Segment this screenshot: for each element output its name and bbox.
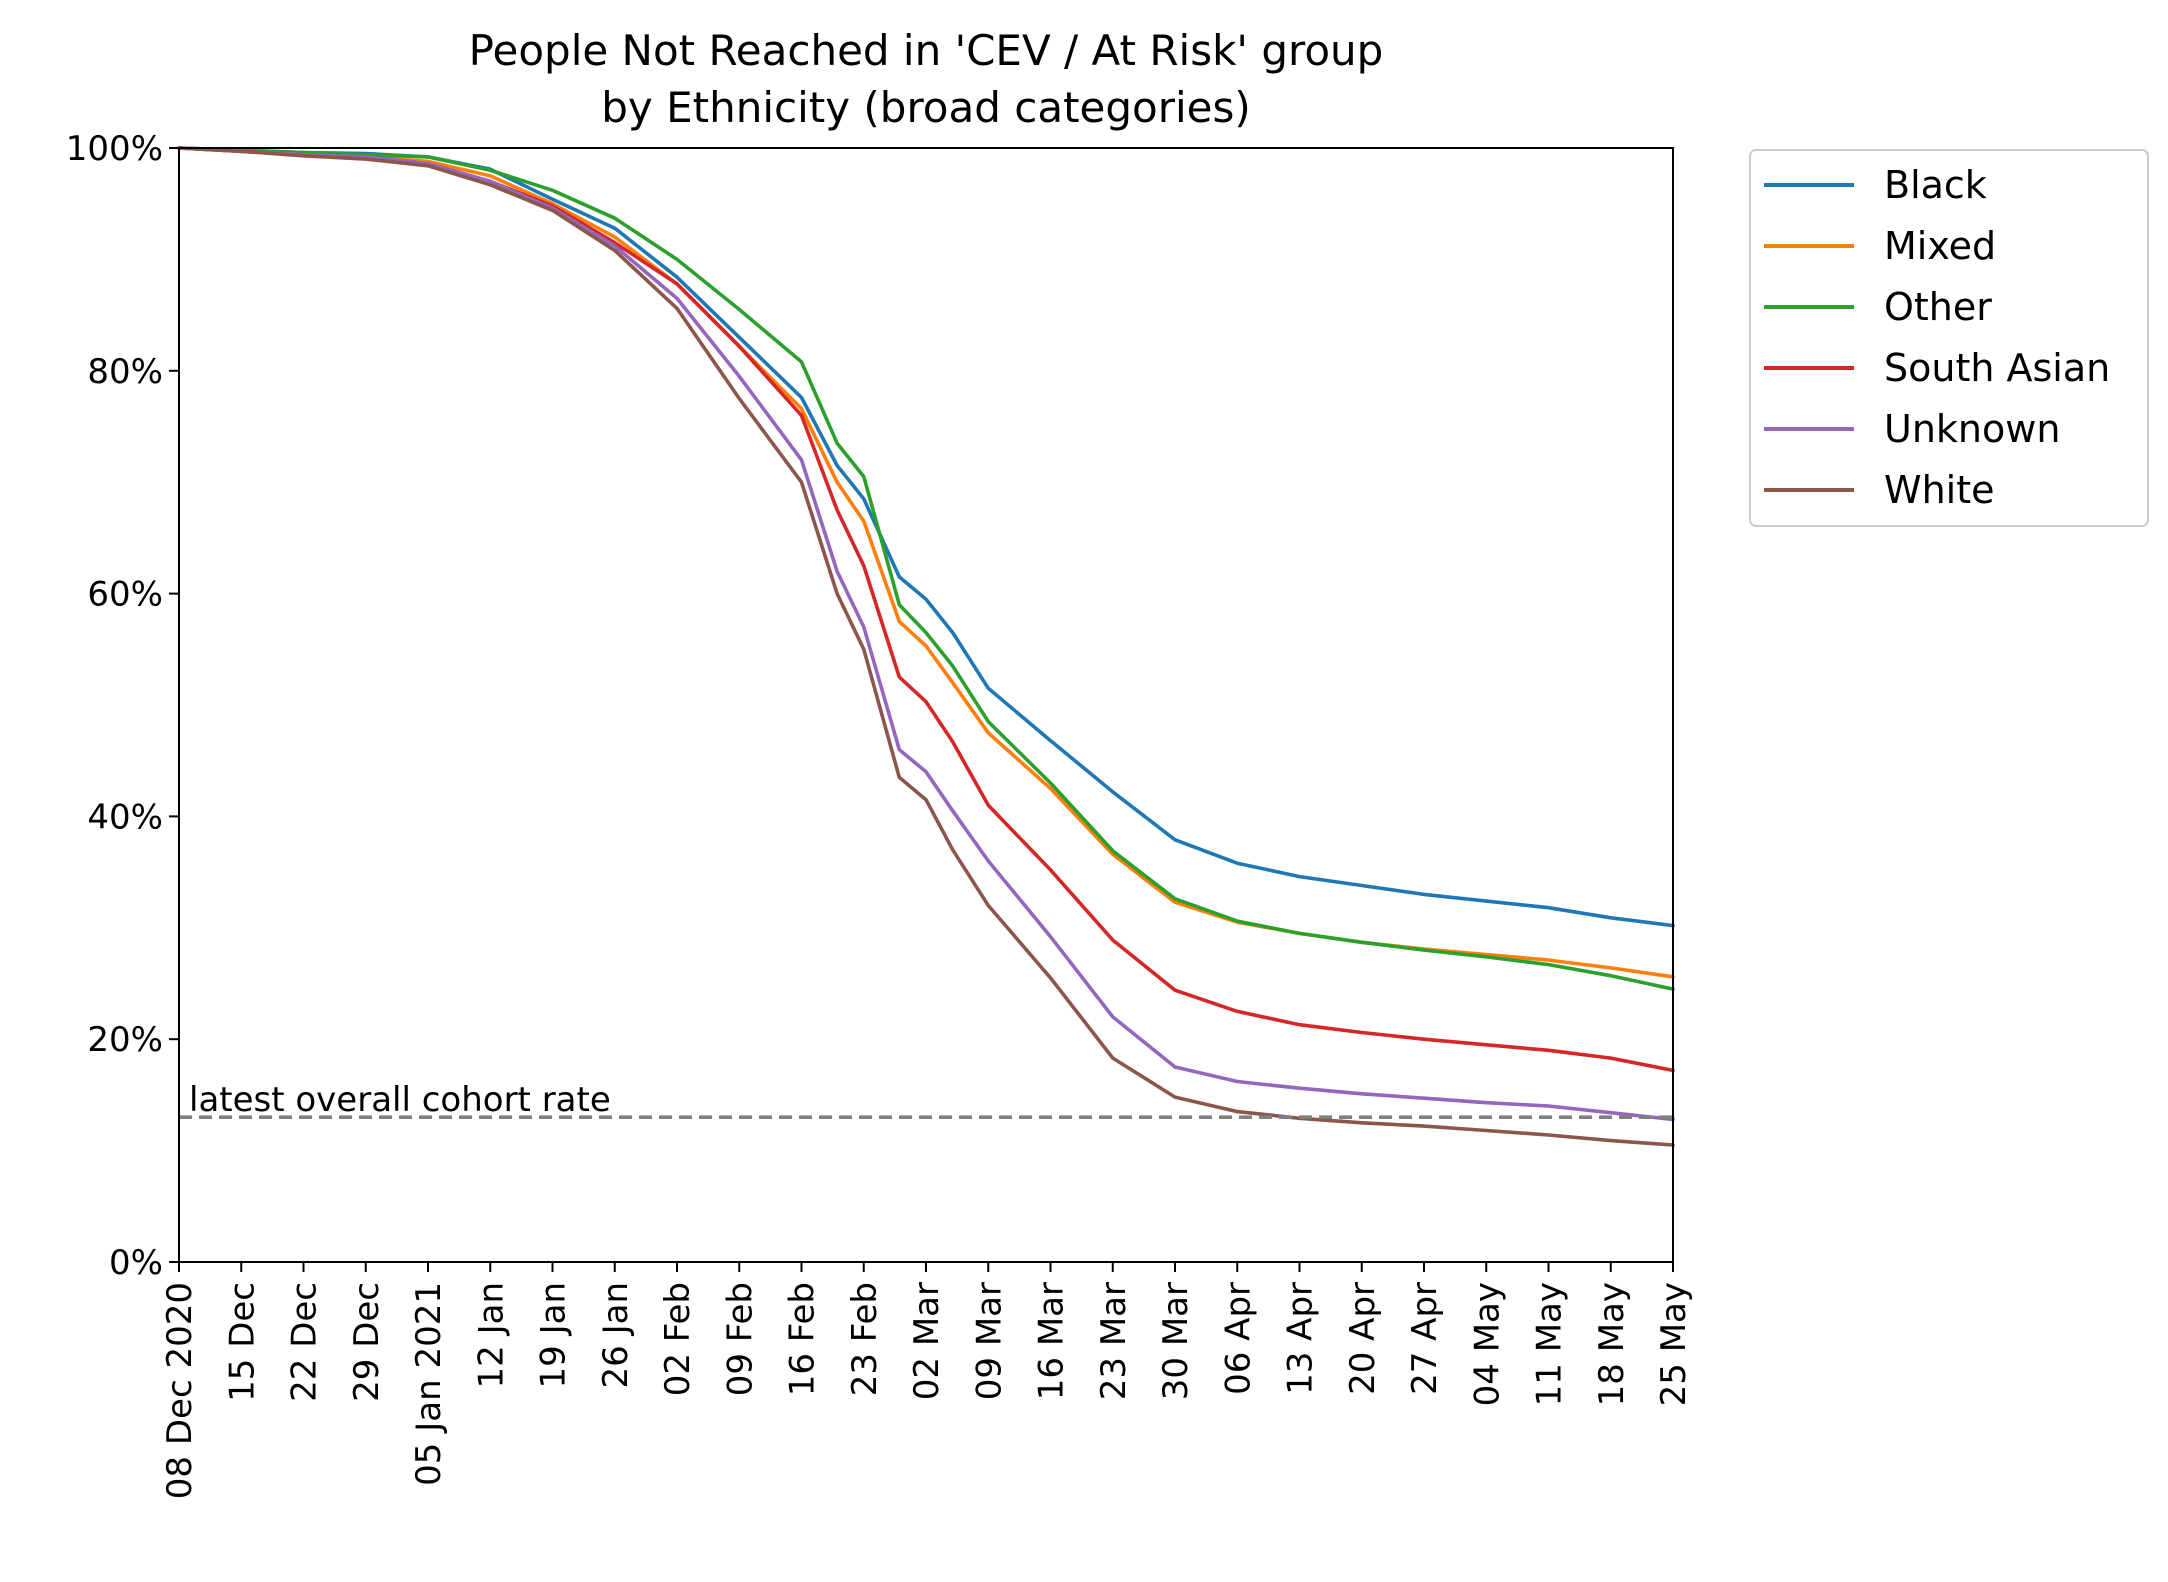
series-line-black (177, 146, 1675, 928)
reference-line-group: latest overall cohort rate (179, 1080, 1673, 1120)
x-tick-label: 13 Apr (1281, 1282, 1321, 1395)
x-tick-label: 12 Jan (471, 1282, 511, 1388)
series-line-other (177, 146, 1675, 991)
series-line-mixed (177, 146, 1675, 979)
series-line-unknown (177, 146, 1675, 1122)
x-tick-label: 04 May (1467, 1282, 1507, 1406)
legend-label-white: White (1884, 468, 1995, 512)
reference-line-label: latest overall cohort rate (189, 1080, 611, 1120)
x-tick-label: 27 Apr (1405, 1282, 1445, 1395)
y-tick-label: 40% (87, 797, 163, 837)
x-tick-label: 16 Mar (1032, 1282, 1072, 1400)
legend: Black Mixed Other South Asian Unknown White (1749, 149, 2149, 527)
x-tick-label: 19 Jan (534, 1282, 574, 1388)
x-tick-label: 05 Jan 2021 (409, 1282, 449, 1486)
legend-label-other: Other (1884, 285, 1992, 329)
x-tick-label: 22 Dec (285, 1282, 325, 1402)
x-tick-label: 16 Feb (783, 1282, 823, 1396)
series-lines (177, 146, 1675, 1147)
x-tick-label: 02 Feb (658, 1282, 698, 1396)
x-tick-label: 23 Feb (845, 1282, 885, 1396)
x-tick-label: 09 Mar (969, 1282, 1009, 1400)
y-tick-label: 100% (66, 129, 163, 169)
x-tick-label: 11 May (1530, 1282, 1570, 1406)
legend-label-mixed: Mixed (1884, 224, 1996, 268)
y-tick-label: 60% (87, 575, 163, 615)
x-tick-label: 08 Dec 2020 (160, 1282, 200, 1499)
x-tick-label: 02 Mar (907, 1282, 947, 1400)
series-line-white (177, 146, 1675, 1147)
x-tick-label: 06 Apr (1218, 1282, 1258, 1395)
x-tick-label: 23 Mar (1094, 1282, 1134, 1400)
y-tick-label: 20% (87, 1020, 163, 1060)
x-tick-label: 18 May (1592, 1282, 1632, 1406)
x-axis: 08 Dec 2020 15 Dec 22 Dec 29 Dec 05 Jan 2021… (160, 1262, 1694, 1499)
legend-label-black: Black (1884, 163, 1987, 207)
x-tick-label: 25 May (1654, 1282, 1694, 1406)
y-tick-label: 80% (87, 352, 163, 392)
x-tick-label: 15 Dec (222, 1282, 262, 1402)
x-tick-label: 20 Apr (1343, 1282, 1383, 1395)
legend-label-unknown: Unknown (1884, 407, 2060, 451)
x-tick-label: 29 Dec (347, 1282, 387, 1402)
series-line-south-asian (177, 146, 1675, 1073)
chart-title: People Not Reached in 'CEV / At Risk' gr… (469, 26, 1384, 75)
y-axis: 0% 20% 40% 60% 80% 100% (66, 129, 179, 1283)
legend-label-south-asian: South Asian (1884, 346, 2110, 390)
x-tick-label: 26 Jan (596, 1282, 636, 1388)
chart-subtitle: by Ethnicity (broad categories) (601, 83, 1251, 132)
y-tick-label: 0% (109, 1243, 163, 1283)
x-tick-label: 30 Mar (1156, 1282, 1196, 1400)
x-tick-label: 09 Feb (720, 1282, 760, 1396)
